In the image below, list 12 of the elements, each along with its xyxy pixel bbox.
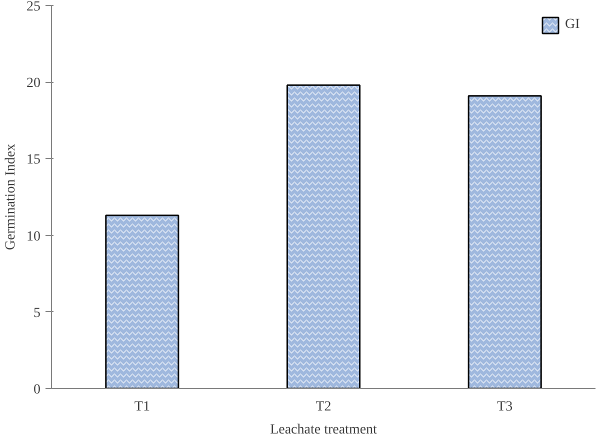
y-axis-title: Germination Index (4, 144, 18, 250)
x-tick-label: T1 (134, 400, 150, 414)
y-tick-label: 10 (26, 229, 40, 244)
y-tick-label: 15 (26, 152, 40, 168)
x-axis-title: Leachate treatment (270, 422, 378, 438)
y-tick-label: 25 (26, 0, 40, 14)
x-tick-label: T3 (497, 400, 513, 414)
x-tick-label: T2 (316, 400, 332, 414)
y-tick-label: 5 (34, 306, 40, 321)
legend-label: GI (565, 17, 581, 33)
y-tick-label: 20 (26, 76, 40, 92)
y-tick-label: 0 (34, 382, 40, 398)
